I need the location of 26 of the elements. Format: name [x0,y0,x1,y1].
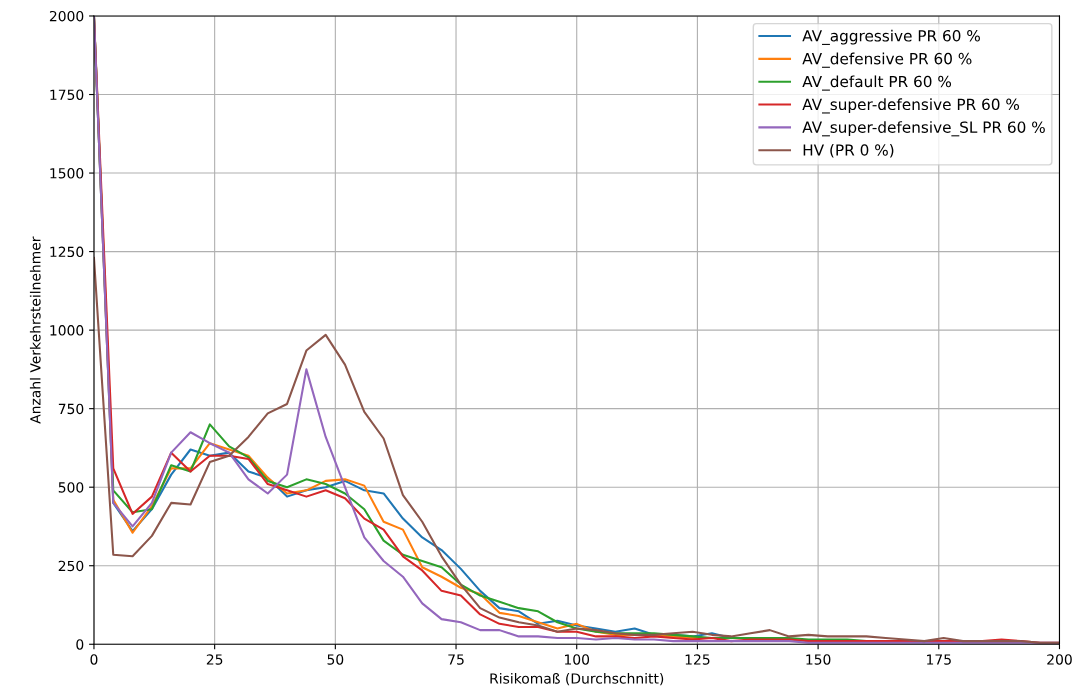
x-tick-label: 25 [206,654,223,665]
x-axis-title: Risikomaß (Durchschnitt) [490,672,664,686]
legend-label: AV_defensive PR 60 % [802,52,972,68]
legend-label: HV (PR 0 %) [803,144,894,158]
y-tick-label: 500 [58,482,84,493]
legend-label: AV_super-defensive_SL PR 60 % [802,121,1045,137]
x-tick-label: 150 [806,654,831,665]
legend-label: AV_aggressive PR 60 % [802,29,980,45]
x-tick-label: 75 [448,654,464,665]
legend-label: AV_super-defensive PR 60 % [802,98,1020,114]
x-tick-label: 175 [927,654,951,665]
y-tick-label: 0 [76,639,84,650]
y-tick-label: 250 [58,560,84,572]
x-tick-label: 100 [564,654,590,665]
x-tick-label: 50 [327,654,344,665]
x-tick-label: 200 [1047,654,1072,665]
y-tick-label: 1250 [50,246,84,258]
y-tick-label: 1750 [50,89,84,100]
y-tick-label: 1000 [50,325,84,336]
y-tick-label: 1500 [50,168,84,179]
y-axis-title: Anzahl Verkehrsteilnehmer [29,236,41,424]
y-tick-label: 750 [58,403,84,415]
legend-label: AV_default PR 60 % [802,75,952,91]
x-tick-label: 125 [685,654,710,665]
x-tick-label: 0 [90,654,98,665]
y-tick-label: 2000 [49,10,84,22]
